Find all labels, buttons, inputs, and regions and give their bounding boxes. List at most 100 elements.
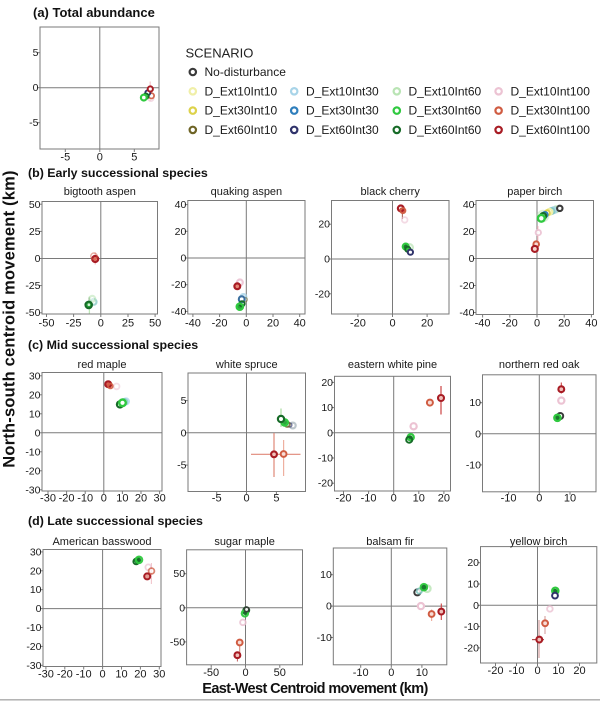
svg-text:-20: -20 xyxy=(459,280,474,292)
svg-text:40: 40 xyxy=(585,318,597,330)
svg-text:30: 30 xyxy=(30,546,42,558)
svg-text:-50: -50 xyxy=(25,307,40,319)
svg-text:0: 0 xyxy=(327,427,333,439)
svg-text:40: 40 xyxy=(463,199,475,211)
svg-text:5: 5 xyxy=(273,493,279,505)
svg-text:20: 20 xyxy=(30,565,42,577)
svg-text:-20: -20 xyxy=(212,318,228,330)
svg-text:(b) Early successional species: (b) Early successional species xyxy=(28,166,208,180)
svg-text:0: 0 xyxy=(326,601,332,613)
svg-text:-10: -10 xyxy=(501,493,517,505)
svg-text:5: 5 xyxy=(181,395,187,407)
svg-text:0: 0 xyxy=(475,428,481,440)
svg-text:-20: -20 xyxy=(488,665,504,677)
svg-text:-20: -20 xyxy=(59,493,75,505)
svg-text:10: 10 xyxy=(116,493,128,505)
svg-text:0: 0 xyxy=(534,318,540,330)
svg-text:-5: -5 xyxy=(212,493,222,505)
svg-text:D_Ext10Int30: D_Ext10Int30 xyxy=(306,84,379,98)
svg-text:white spruce: white spruce xyxy=(215,359,278,371)
svg-text:0: 0 xyxy=(534,665,540,677)
svg-text:50: 50 xyxy=(149,318,161,330)
svg-text:0: 0 xyxy=(97,152,103,164)
svg-text:D_Ext30Int100: D_Ext30Int100 xyxy=(511,104,591,118)
svg-text:-10: -10 xyxy=(317,632,332,644)
svg-text:40: 40 xyxy=(294,318,306,330)
svg-text:balsam fir: balsam fir xyxy=(366,536,414,548)
svg-text:No-disturbance: No-disturbance xyxy=(205,65,287,79)
svg-text:-50: -50 xyxy=(39,318,55,330)
svg-text:-10: -10 xyxy=(26,622,41,634)
svg-text:D_Ext30Int60: D_Ext30Int60 xyxy=(409,104,482,118)
svg-text:-10: -10 xyxy=(25,446,40,458)
svg-text:-10: -10 xyxy=(77,493,93,505)
svg-text:North-south centroid movement: North-south centroid movement (km) xyxy=(1,170,19,467)
svg-text:D_Ext10Int60: D_Ext10Int60 xyxy=(409,84,482,98)
svg-text:30: 30 xyxy=(153,493,165,505)
svg-text:red maple: red maple xyxy=(78,359,127,371)
svg-text:-20: -20 xyxy=(502,318,518,330)
svg-text:-25: -25 xyxy=(25,280,40,292)
svg-text:50: 50 xyxy=(274,667,286,679)
svg-text:black cherry: black cherry xyxy=(361,186,421,198)
svg-text:-5: -5 xyxy=(29,117,38,129)
svg-text:20: 20 xyxy=(421,318,433,330)
svg-text:20: 20 xyxy=(321,377,333,389)
svg-text:10: 10 xyxy=(467,579,479,591)
svg-text:10: 10 xyxy=(320,569,332,581)
svg-text:10: 10 xyxy=(30,584,42,596)
svg-text:10: 10 xyxy=(552,665,564,677)
svg-text:(a) Total abundance: (a) Total abundance xyxy=(33,5,155,20)
svg-text:20: 20 xyxy=(463,226,475,238)
svg-text:0: 0 xyxy=(388,667,394,679)
svg-text:-20: -20 xyxy=(336,493,352,505)
svg-text:30: 30 xyxy=(29,370,41,382)
svg-text:20: 20 xyxy=(438,493,450,505)
svg-text:-30: -30 xyxy=(40,493,56,505)
svg-text:-30: -30 xyxy=(26,660,41,672)
svg-text:SCENARIO: SCENARIO xyxy=(186,46,254,61)
svg-text:10: 10 xyxy=(115,669,127,681)
svg-text:sugar maple: sugar maple xyxy=(214,536,275,548)
svg-text:paper birch: paper birch xyxy=(507,186,562,198)
svg-text:50: 50 xyxy=(173,568,185,580)
svg-text:0: 0 xyxy=(391,493,397,505)
svg-text:0: 0 xyxy=(181,427,187,439)
svg-text:-40: -40 xyxy=(475,318,491,330)
svg-text:0: 0 xyxy=(469,253,475,265)
svg-text:-20: -20 xyxy=(318,478,333,490)
svg-text:50: 50 xyxy=(29,199,41,211)
svg-text:D_Ext60Int60: D_Ext60Int60 xyxy=(409,123,482,137)
svg-text:0: 0 xyxy=(179,602,185,614)
svg-text:-20: -20 xyxy=(315,288,330,300)
svg-text:-40: -40 xyxy=(185,318,201,330)
svg-text:D_Ext10Int10: D_Ext10Int10 xyxy=(205,84,278,98)
svg-text:10: 10 xyxy=(29,408,41,420)
svg-text:10: 10 xyxy=(469,397,481,409)
svg-text:D_Ext10Int100: D_Ext10Int100 xyxy=(511,84,591,98)
svg-text:25: 25 xyxy=(29,226,41,238)
svg-text:0: 0 xyxy=(98,318,104,330)
svg-text:20: 20 xyxy=(29,389,41,401)
svg-text:20: 20 xyxy=(267,318,279,330)
svg-text:-20: -20 xyxy=(26,641,41,653)
svg-text:0: 0 xyxy=(324,254,330,266)
svg-text:-10: -10 xyxy=(509,665,525,677)
svg-text:bigtooth aspen: bigtooth aspen xyxy=(64,186,136,198)
svg-text:0: 0 xyxy=(243,318,249,330)
svg-text:-50: -50 xyxy=(170,636,185,648)
svg-text:D_Ext60Int10: D_Ext60Int10 xyxy=(205,123,278,137)
svg-text:-5: -5 xyxy=(60,152,70,164)
svg-text:25: 25 xyxy=(122,318,134,330)
svg-text:-40: -40 xyxy=(171,306,186,318)
svg-text:(c) Mid successional species: (c) Mid successional species xyxy=(28,338,198,352)
svg-text:-10: -10 xyxy=(464,621,479,633)
svg-text:-25: -25 xyxy=(66,318,82,330)
svg-text:20: 20 xyxy=(558,318,570,330)
svg-text:(d) Late successional species: (d) Late successional species xyxy=(28,514,203,528)
svg-text:20: 20 xyxy=(135,493,147,505)
svg-text:-20: -20 xyxy=(171,279,186,291)
svg-text:0: 0 xyxy=(33,82,39,94)
svg-text:10: 10 xyxy=(413,493,425,505)
svg-text:20: 20 xyxy=(573,665,585,677)
